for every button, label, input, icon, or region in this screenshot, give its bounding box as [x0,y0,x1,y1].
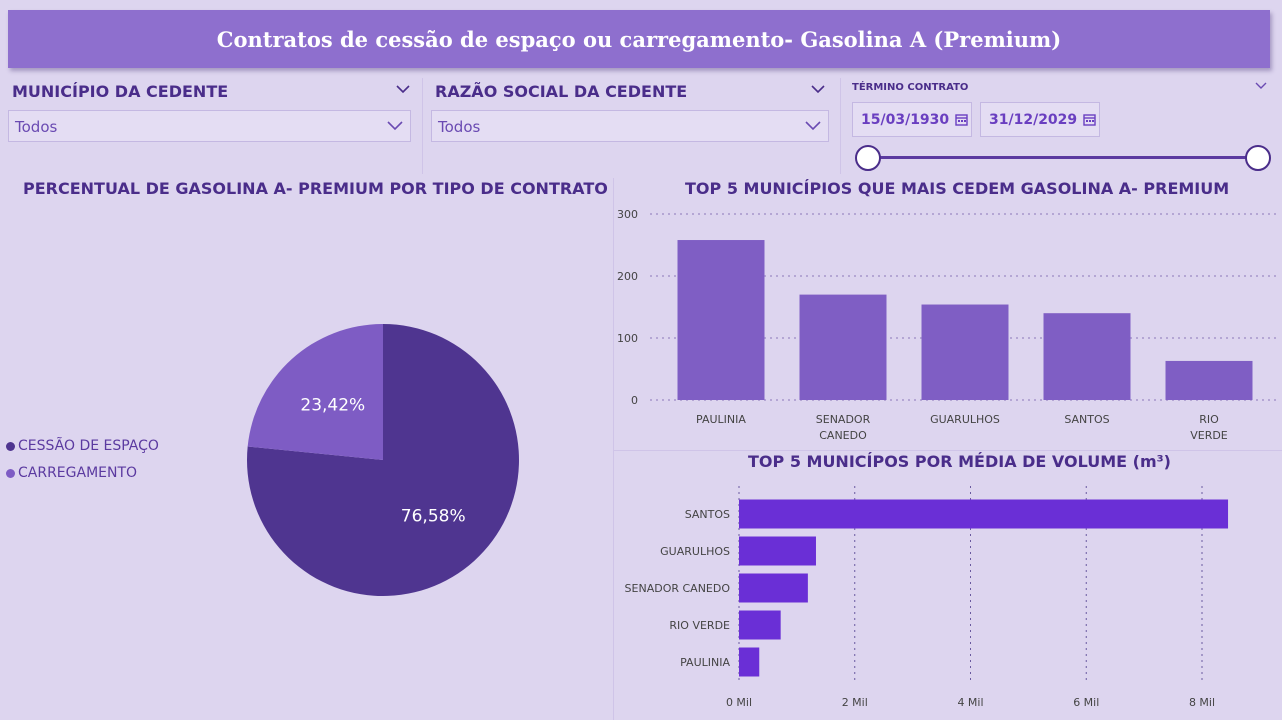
date-range-end-handle[interactable] [1245,145,1271,171]
hbar-bar[interactable] [739,647,760,677]
chevron-down-icon[interactable] [809,82,827,96]
date-range-start-handle[interactable] [855,145,881,171]
x-tick-label: VERDE [1190,429,1228,442]
x-tick-label: 6 Mil [1073,696,1099,709]
hbar-bar[interactable] [739,610,781,640]
termino-contrato-slicer: TÉRMINO CONTRATO 15/03/1930 31/12/2029 [846,78,1274,174]
x-tick-label: 8 Mil [1189,696,1215,709]
end-date-input[interactable]: 31/12/2029 [980,102,1100,137]
panel-divider-vertical [613,178,614,720]
page-title-bar: Contratos de cessão de espaço ou carrega… [8,10,1270,68]
slicer-divider [422,78,423,174]
calendar-icon[interactable] [955,113,968,126]
column-bar[interactable] [921,304,1009,400]
horizontal-bar-chart: 0 Mil 2 Mil 4 Mil 6 Mil 8 Mil SANTOS GUARULHOS… [625,486,1229,709]
municipio-dropdown[interactable]: Todos [8,110,411,142]
legend-item-carregamento[interactable]: CARREGAMENTO [6,465,137,481]
end-date-value: 31/12/2029 [989,111,1078,128]
slicer-divider [840,78,841,174]
legend-item-cessao[interactable]: CESSÃO DE ESPAÇO [6,438,159,454]
x-tick-label: PAULINIA [696,413,746,426]
razao-social-dropdown-value: Todos [438,118,481,136]
pie-data-label: 23,42% [300,396,365,416]
y-tick-label: GUARULHOS [660,545,730,558]
municipio-slicer: MUNICÍPIO DA CEDENTE Todos [8,78,414,146]
calendar-icon[interactable] [1083,113,1096,126]
chevron-down-icon[interactable] [394,82,412,96]
pie-chart: 76,58% 23,42% [247,324,519,596]
column-bar[interactable] [1165,360,1253,400]
razao-social-dropdown[interactable]: Todos [431,110,829,142]
column-bar[interactable] [799,294,887,400]
hbar-bar[interactable] [739,536,816,566]
x-tick-label: CANEDO [819,429,867,442]
y-tick-label: PAULINIA [680,656,730,669]
pie-data-label: 76,58% [401,506,466,526]
date-range-track[interactable] [868,156,1258,159]
x-tick-label: 2 Mil [842,696,868,709]
chevron-down-icon [805,121,821,131]
legend-marker [6,468,15,478]
y-tick-label: 300 [617,208,638,221]
y-tick-label: 0 [631,394,638,407]
panel-divider-horizontal [614,450,1282,451]
chevron-down-icon[interactable] [1254,80,1268,92]
chevron-down-icon [387,121,403,131]
hbar-chart-title: TOP 5 MUNICÍPOS POR MÉDIA DE VOLUME (m³) [748,452,1171,471]
x-tick-label: SENADOR [816,413,871,426]
municipio-dropdown-value: Todos [15,118,58,136]
x-tick-label: 4 Mil [957,696,983,709]
pie-chart-title: PERCENTUAL DE GASOLINA A- PREMIUM POR TI… [23,179,608,198]
column-bar[interactable] [1043,313,1131,400]
municipio-slicer-label: MUNICÍPIO DA CEDENTE [12,82,229,101]
y-tick-label: SENADOR CANEDO [625,582,731,595]
pie-slice[interactable] [247,324,383,460]
column-bar[interactable] [677,240,765,400]
y-tick-label: SANTOS [685,508,730,521]
x-tick-label: SANTOS [1064,413,1109,426]
start-date-value: 15/03/1930 [861,111,950,128]
start-date-input[interactable]: 15/03/1930 [852,102,972,137]
column-chart-title: TOP 5 MUNICÍPIOS QUE MAIS CEDEM GASOLINA… [685,179,1230,198]
termino-contrato-label: TÉRMINO CONTRATO [852,82,969,93]
x-tick-label: RIO [1199,413,1219,426]
razao-social-slicer: RAZÃO SOCIAL DA CEDENTE Todos [431,78,831,146]
hbar-bar[interactable] [739,573,808,603]
page-title: Contratos de cessão de espaço ou carrega… [216,26,1062,52]
column-chart: 0 100 200 300 PAULINIA SENADOR CANEDO GUARULHOS… [617,208,1276,442]
legend-marker [6,441,15,451]
x-tick-label: 0 Mil [726,696,752,709]
legend-label: CESSÃO DE ESPAÇO [18,438,159,454]
legend-label: CARREGAMENTO [18,465,138,481]
y-tick-label: 100 [617,332,638,345]
razao-social-slicer-label: RAZÃO SOCIAL DA CEDENTE [435,82,688,101]
hbar-bar[interactable] [739,499,1229,529]
x-tick-label: GUARULHOS [930,413,1000,426]
y-tick-label: RIO VERDE [669,619,730,632]
y-tick-label: 200 [617,270,638,283]
